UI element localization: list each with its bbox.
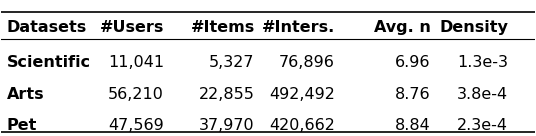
Text: Scientific: Scientific [7,55,91,70]
Text: Datasets: Datasets [7,21,87,35]
Text: #Users: #Users [100,21,164,35]
Text: 420,662: 420,662 [269,118,334,133]
Text: 47,569: 47,569 [108,118,164,133]
Text: #Inters.: #Inters. [262,21,334,35]
Text: 8.76: 8.76 [395,87,430,102]
Text: 56,210: 56,210 [108,87,164,102]
Text: 3.8e-4: 3.8e-4 [457,87,508,102]
Text: 37,970: 37,970 [199,118,255,133]
Text: 1.3e-3: 1.3e-3 [457,55,508,70]
Text: 76,896: 76,896 [279,55,334,70]
Text: 5,327: 5,327 [209,55,255,70]
Text: 11,041: 11,041 [108,55,164,70]
Text: Avg. n: Avg. n [374,21,430,35]
Text: Density: Density [439,21,508,35]
Text: Pet: Pet [7,118,37,133]
Text: 6.96: 6.96 [395,55,430,70]
Text: 2.3e-4: 2.3e-4 [457,118,508,133]
Text: #Items: #Items [190,21,255,35]
Text: 8.84: 8.84 [395,118,430,133]
Text: 492,492: 492,492 [269,87,334,102]
Text: Arts: Arts [7,87,44,102]
Text: 22,855: 22,855 [199,87,255,102]
